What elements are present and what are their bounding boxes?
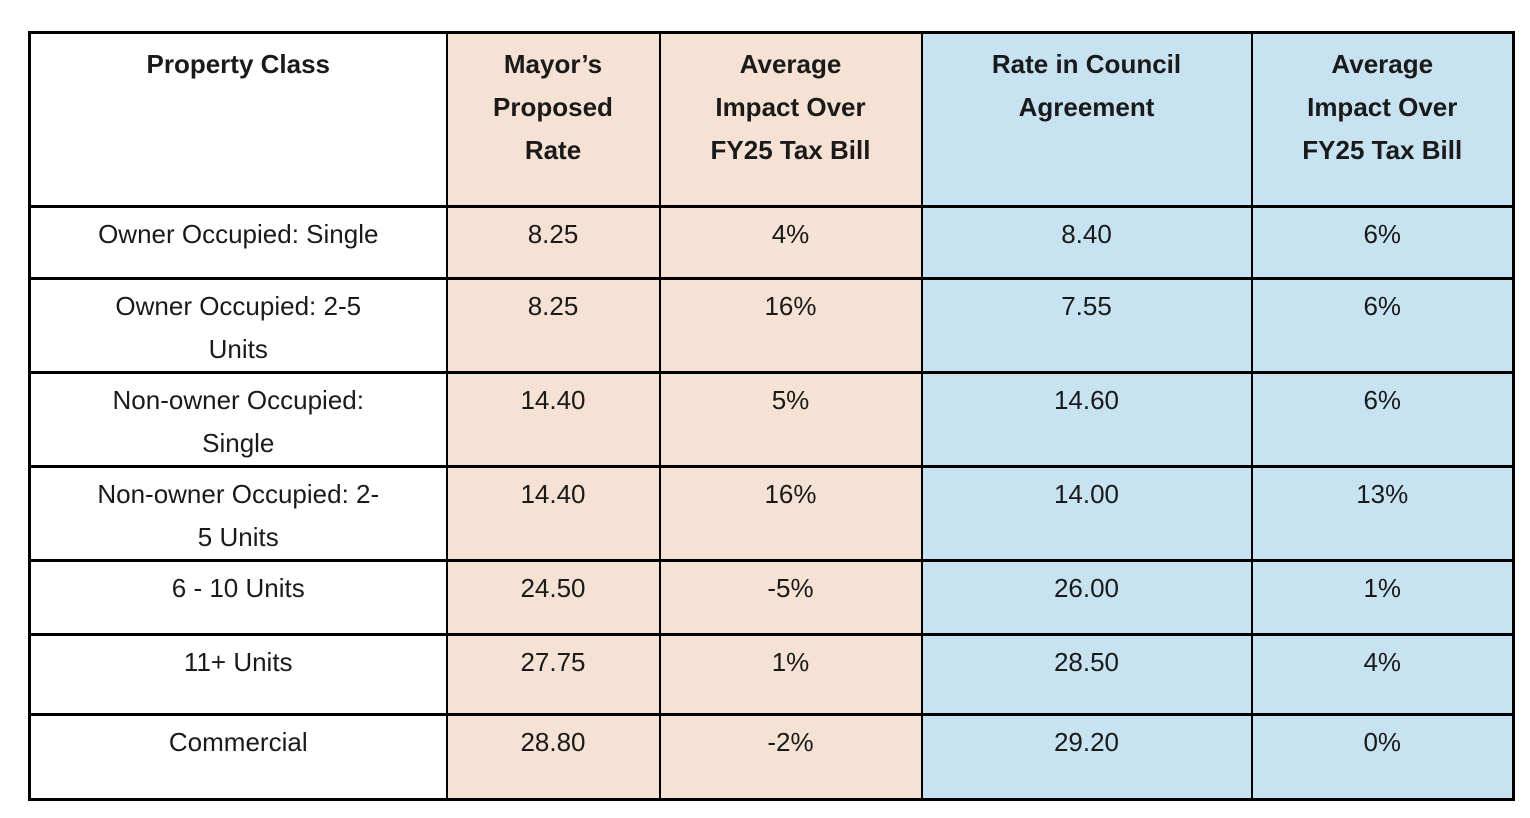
cell-council-impact: 13% (1250, 465, 1515, 562)
cell-property-class: Commercial (28, 713, 448, 801)
cell-mayor-rate: 24.50 (445, 559, 661, 636)
table-row: Owner Occupied: 2-5 Units 8.25 16% 7.55 … (28, 277, 1515, 374)
cell-mayor-impact: -2% (658, 713, 923, 801)
cell-council-impact: 6% (1250, 371, 1515, 468)
cell-mayor-rate: 8.25 (445, 277, 661, 374)
cell-mayor-impact: 16% (658, 465, 923, 562)
cell-council-impact: 1% (1250, 559, 1515, 636)
cell-mayor-impact: 16% (658, 277, 923, 374)
cell-property-class: Non-owner Occupied: Single (28, 371, 448, 468)
cell-property-class: Non-owner Occupied: 2- 5 Units (28, 465, 448, 562)
cell-council-impact: 6% (1250, 277, 1515, 374)
cell-council-rate: 14.00 (920, 465, 1253, 562)
cell-mayor-rate: 8.25 (445, 205, 661, 280)
table-row: Non-owner Occupied: Single 14.40 5% 14.6… (28, 371, 1515, 468)
cell-council-rate: 7.55 (920, 277, 1253, 374)
cell-mayor-rate: 14.40 (445, 371, 661, 468)
table-row: Commercial 28.80 -2% 29.20 0% (28, 713, 1515, 801)
table-header-row: Property Class Mayor’s Proposed Rate Ave… (28, 31, 1515, 208)
cell-council-rate: 28.50 (920, 633, 1253, 716)
table-row: 11+ Units 27.75 1% 28.50 4% (28, 633, 1515, 716)
cell-council-impact: 4% (1250, 633, 1515, 716)
header-mayors-proposed-rate: Mayor’s Proposed Rate (445, 31, 661, 208)
table-row: 6 - 10 Units 24.50 -5% 26.00 1% (28, 559, 1515, 636)
cell-council-impact: 6% (1250, 205, 1515, 280)
table-row: Non-owner Occupied: 2- 5 Units 14.40 16%… (28, 465, 1515, 562)
header-avg-impact-fy25-proposed: Average Impact Over FY25 Tax Bill (658, 31, 923, 208)
cell-mayor-impact: 5% (658, 371, 923, 468)
table-row: Owner Occupied: Single 8.25 4% 8.40 6% (28, 205, 1515, 280)
header-avg-impact-fy25-council: Average Impact Over FY25 Tax Bill (1250, 31, 1515, 208)
cell-council-rate: 26.00 (920, 559, 1253, 636)
cell-mayor-rate: 14.40 (445, 465, 661, 562)
cell-council-rate: 29.20 (920, 713, 1253, 801)
cell-property-class: 6 - 10 Units (28, 559, 448, 636)
cell-property-class: Owner Occupied: Single (28, 205, 448, 280)
tax-rate-table: Property Class Mayor’s Proposed Rate Ave… (28, 31, 1515, 801)
cell-mayor-impact: 4% (658, 205, 923, 280)
cell-property-class: 11+ Units (28, 633, 448, 716)
header-property-class: Property Class (28, 31, 448, 208)
cell-mayor-impact: 1% (658, 633, 923, 716)
cell-mayor-rate: 28.80 (445, 713, 661, 801)
cell-property-class: Owner Occupied: 2-5 Units (28, 277, 448, 374)
cell-council-impact: 0% (1250, 713, 1515, 801)
cell-council-rate: 14.60 (920, 371, 1253, 468)
header-rate-in-council-agreement: Rate in Council Agreement (920, 31, 1253, 208)
tax-rate-comparison: Property Class Mayor’s Proposed Rate Ave… (28, 31, 1515, 801)
cell-council-rate: 8.40 (920, 205, 1253, 280)
cell-mayor-impact: -5% (658, 559, 923, 636)
cell-mayor-rate: 27.75 (445, 633, 661, 716)
